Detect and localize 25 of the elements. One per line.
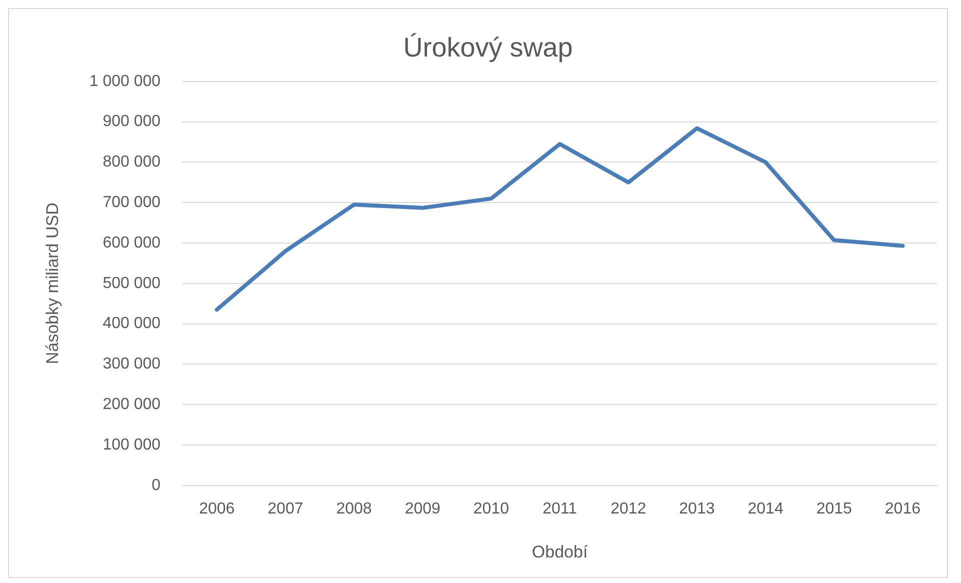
y-axis-title: Násobky miliard USD <box>42 202 62 364</box>
chart-title: Úrokový swap <box>403 32 573 63</box>
y-tick-label: 1 000 000 <box>89 72 161 90</box>
x-tick-label: 2006 <box>199 500 235 518</box>
y-tick-label: 500 000 <box>102 274 161 292</box>
y-tick-label: 300 000 <box>102 356 161 373</box>
x-tick-label: 2016 <box>884 500 921 518</box>
x-tick-label: 2008 <box>336 500 372 518</box>
x-tick-label: 2014 <box>748 500 784 518</box>
x-tick-label: 2013 <box>679 500 715 518</box>
y-tick-label: 600 000 <box>102 234 161 252</box>
y-tick-label: 900 000 <box>102 113 161 130</box>
y-tick-label: 200 000 <box>102 396 161 414</box>
x-tick-label: 2011 <box>542 500 578 518</box>
y-tick-label: 0 <box>152 476 161 494</box>
y-tick-label: 700 000 <box>102 194 161 212</box>
x-tick-label: 2009 <box>404 500 441 518</box>
x-tick-label: 2007 <box>268 500 304 518</box>
x-tick-label: 2010 <box>473 500 510 518</box>
y-tick-label: 400 000 <box>102 315 161 332</box>
y-tick-label: 800 000 <box>102 154 161 171</box>
x-axis-title: Období <box>532 542 588 562</box>
y-tick-label: 100 000 <box>102 436 161 454</box>
x-tick-label: 2015 <box>816 500 852 518</box>
x-tick-label: 2012 <box>610 500 646 518</box>
